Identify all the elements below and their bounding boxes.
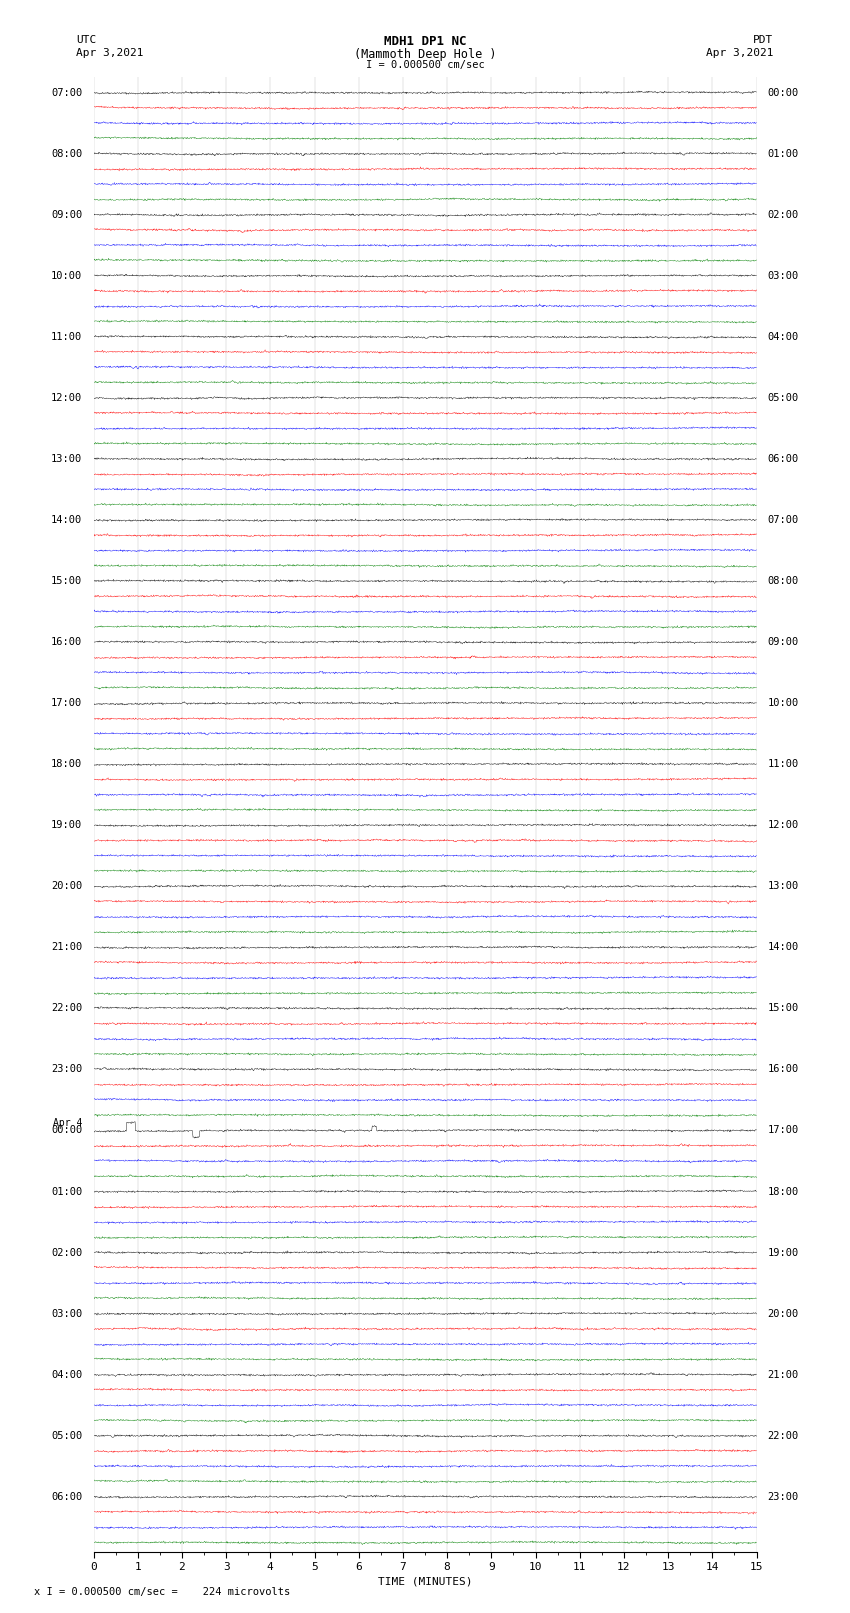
Text: 01:00: 01:00 [51,1187,82,1197]
Text: 06:00: 06:00 [768,453,799,465]
Text: 14:00: 14:00 [768,942,799,952]
Text: 09:00: 09:00 [768,637,799,647]
Text: 07:00: 07:00 [51,87,82,98]
Text: 16:00: 16:00 [51,637,82,647]
Text: 12:00: 12:00 [768,821,799,831]
Text: 05:00: 05:00 [51,1431,82,1440]
X-axis label: TIME (MINUTES): TIME (MINUTES) [377,1576,473,1586]
Text: 05:00: 05:00 [768,394,799,403]
Text: 00:00: 00:00 [768,87,799,98]
Text: 18:00: 18:00 [51,760,82,769]
Text: 04:00: 04:00 [768,332,799,342]
Text: 14:00: 14:00 [51,515,82,524]
Text: 13:00: 13:00 [51,453,82,465]
Text: 02:00: 02:00 [768,210,799,219]
Text: 21:00: 21:00 [51,942,82,952]
Text: 20:00: 20:00 [768,1308,799,1318]
Text: x I = 0.000500 cm/sec =    224 microvolts: x I = 0.000500 cm/sec = 224 microvolts [34,1587,290,1597]
Text: 04:00: 04:00 [51,1369,82,1379]
Text: (Mammoth Deep Hole ): (Mammoth Deep Hole ) [354,47,496,61]
Text: 10:00: 10:00 [51,271,82,281]
Text: 01:00: 01:00 [768,148,799,158]
Text: 15:00: 15:00 [768,1003,799,1013]
Text: 18:00: 18:00 [768,1187,799,1197]
Text: 19:00: 19:00 [51,821,82,831]
Text: Apr 4: Apr 4 [53,1118,82,1127]
Text: Apr 3,2021: Apr 3,2021 [76,47,144,58]
Text: 07:00: 07:00 [768,515,799,524]
Text: MDH1 DP1 NC: MDH1 DP1 NC [383,35,467,48]
Text: 10:00: 10:00 [768,698,799,708]
Text: 08:00: 08:00 [51,148,82,158]
Text: 21:00: 21:00 [768,1369,799,1379]
Text: 13:00: 13:00 [768,881,799,892]
Text: 12:00: 12:00 [51,394,82,403]
Text: 15:00: 15:00 [51,576,82,586]
Text: 23:00: 23:00 [51,1065,82,1074]
Text: 17:00: 17:00 [768,1126,799,1136]
Text: 03:00: 03:00 [51,1308,82,1318]
Text: I = 0.000500 cm/sec: I = 0.000500 cm/sec [366,60,484,69]
Text: 16:00: 16:00 [768,1065,799,1074]
Text: 11:00: 11:00 [51,332,82,342]
Text: PDT: PDT [753,35,774,45]
Text: 02:00: 02:00 [51,1247,82,1258]
Text: 08:00: 08:00 [768,576,799,586]
Text: 06:00: 06:00 [51,1492,82,1502]
Text: 23:00: 23:00 [768,1492,799,1502]
Text: 00:00: 00:00 [51,1126,82,1136]
Text: 11:00: 11:00 [768,760,799,769]
Text: Apr 3,2021: Apr 3,2021 [706,47,774,58]
Text: 03:00: 03:00 [768,271,799,281]
Text: 22:00: 22:00 [51,1003,82,1013]
Text: UTC: UTC [76,35,97,45]
Text: 09:00: 09:00 [51,210,82,219]
Text: 17:00: 17:00 [51,698,82,708]
Text: 20:00: 20:00 [51,881,82,892]
Text: 22:00: 22:00 [768,1431,799,1440]
Text: 19:00: 19:00 [768,1247,799,1258]
